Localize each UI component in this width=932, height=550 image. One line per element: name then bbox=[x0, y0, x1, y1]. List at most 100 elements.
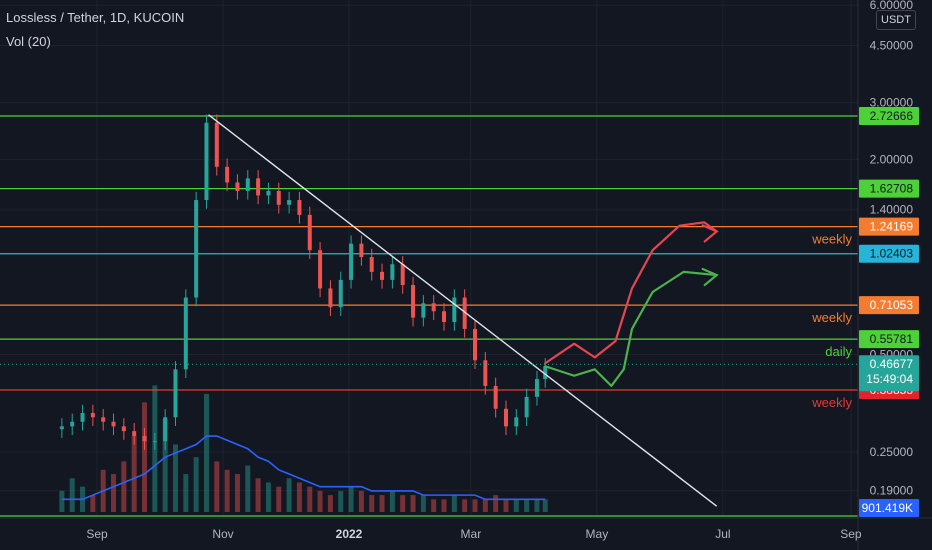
volume-value-badge-text: 901.419K bbox=[862, 501, 913, 515]
level-price-badge-text: 1.02403 bbox=[870, 247, 914, 261]
volume-bar bbox=[90, 495, 96, 512]
level-price-badge-text: 0.55781 bbox=[870, 332, 914, 346]
time-tick-label: Sep bbox=[840, 527, 862, 541]
candle-body bbox=[90, 412, 95, 418]
volume-bar bbox=[513, 499, 519, 512]
candle-body bbox=[163, 417, 168, 442]
candles bbox=[59, 114, 548, 450]
candle-body bbox=[183, 297, 188, 370]
candle-body bbox=[307, 214, 312, 251]
horizontal-levels[interactable]: weekly weekly daily weekly bbox=[0, 115, 858, 517]
level-annotation: weekly bbox=[811, 310, 852, 325]
volume-bar bbox=[131, 436, 137, 512]
candle-body bbox=[514, 417, 519, 427]
volume-bar bbox=[389, 490, 395, 512]
candle-body bbox=[431, 303, 436, 312]
volume-bar bbox=[265, 482, 271, 512]
candle-body bbox=[338, 279, 343, 308]
volume-bar bbox=[183, 474, 189, 512]
volume-ma-line bbox=[61, 435, 546, 501]
candle-body bbox=[152, 441, 157, 443]
volume-bar bbox=[431, 499, 437, 512]
candle-body bbox=[524, 396, 529, 418]
projection-arrowhead bbox=[701, 224, 719, 243]
level-price-badge bbox=[859, 179, 919, 198]
volume-bar bbox=[482, 499, 488, 512]
symbol-title[interactable]: Lossless / Tether, 1D, KUCOIN bbox=[6, 10, 185, 25]
volume-bar bbox=[358, 490, 364, 512]
candle-body bbox=[328, 288, 333, 308]
level-price-badge bbox=[859, 217, 919, 236]
volume-bar bbox=[462, 499, 468, 512]
time-axis[interactable]: Sep Nov 2022 Mar May Jul Sep bbox=[86, 527, 862, 541]
level-price-badge bbox=[859, 107, 919, 125]
level-price-badge-text: 0.71053 bbox=[870, 298, 914, 312]
candle-body bbox=[421, 303, 426, 318]
level-price-badge bbox=[859, 296, 919, 315]
candle-body bbox=[297, 200, 302, 215]
current-price-badge bbox=[859, 355, 919, 392]
price-tick-label: 0.19000 bbox=[870, 484, 914, 498]
price-tick-label: 1.40000 bbox=[870, 203, 914, 217]
candle-body bbox=[462, 297, 467, 329]
candle-body bbox=[235, 182, 240, 191]
candle-body bbox=[225, 166, 230, 183]
candle-body bbox=[121, 426, 126, 432]
volume-bar bbox=[338, 490, 344, 512]
volume-bar bbox=[276, 486, 282, 512]
candle-body bbox=[214, 122, 219, 167]
downtrend-line bbox=[208, 114, 718, 507]
candle-body bbox=[245, 178, 250, 191]
volume-bar bbox=[348, 486, 354, 512]
time-tick-label: Nov bbox=[212, 527, 233, 541]
candle-body bbox=[59, 426, 64, 430]
volume-bar bbox=[69, 478, 75, 512]
candle-body bbox=[142, 436, 147, 442]
candle-body bbox=[400, 264, 405, 285]
level-annotation: daily bbox=[825, 344, 852, 359]
volume-indicator-label[interactable]: Vol (20) bbox=[6, 34, 51, 49]
price-axis[interactable]: 6.000004.500003.000002.000001.400000.500… bbox=[870, 0, 914, 498]
candle-body bbox=[452, 297, 457, 323]
price-tick-label: 3.00000 bbox=[870, 96, 914, 110]
candle-body bbox=[173, 369, 178, 418]
candle-body bbox=[483, 360, 488, 386]
level-price-badge bbox=[859, 330, 919, 349]
volume-bar bbox=[162, 419, 168, 512]
current-price-badge-text: 0.46677 bbox=[870, 357, 914, 371]
price-tick-label: 0.25000 bbox=[870, 445, 914, 459]
candle-body bbox=[369, 257, 374, 272]
projection-arrowhead bbox=[701, 267, 719, 287]
candle-body bbox=[101, 417, 106, 422]
candle-body bbox=[111, 421, 116, 427]
volume-bar bbox=[286, 478, 292, 512]
volume-bar bbox=[307, 486, 313, 512]
volume-bar bbox=[317, 490, 323, 512]
time-tick-label: 2022 bbox=[336, 527, 363, 541]
volume-bar bbox=[121, 461, 127, 512]
volume-bar bbox=[59, 490, 65, 512]
volume-bar bbox=[524, 499, 530, 512]
volume-bar bbox=[142, 402, 148, 512]
level-price-badge-text: 1.62708 bbox=[870, 182, 914, 196]
candle-body bbox=[411, 284, 416, 318]
current-price-badge-text: 15:49:04 bbox=[866, 372, 913, 386]
currency-unit-badge[interactable]: USDT bbox=[876, 10, 916, 30]
projection-path bbox=[544, 221, 718, 365]
volume-bar bbox=[224, 469, 230, 512]
level-annotation: weekly bbox=[811, 395, 852, 410]
volume-bar bbox=[441, 499, 447, 512]
level-price-badge-text: 2.72666 bbox=[870, 109, 914, 123]
candle-body bbox=[349, 243, 354, 280]
volume-bar bbox=[111, 474, 117, 512]
volume-bar bbox=[327, 495, 333, 512]
drawings[interactable] bbox=[0, 114, 858, 507]
volume-bar bbox=[420, 495, 426, 512]
candle-body bbox=[318, 250, 323, 289]
volume-bar bbox=[255, 478, 261, 512]
volume-bar bbox=[203, 393, 209, 512]
candle-body bbox=[80, 412, 85, 422]
time-tick-label: Sep bbox=[86, 527, 108, 541]
